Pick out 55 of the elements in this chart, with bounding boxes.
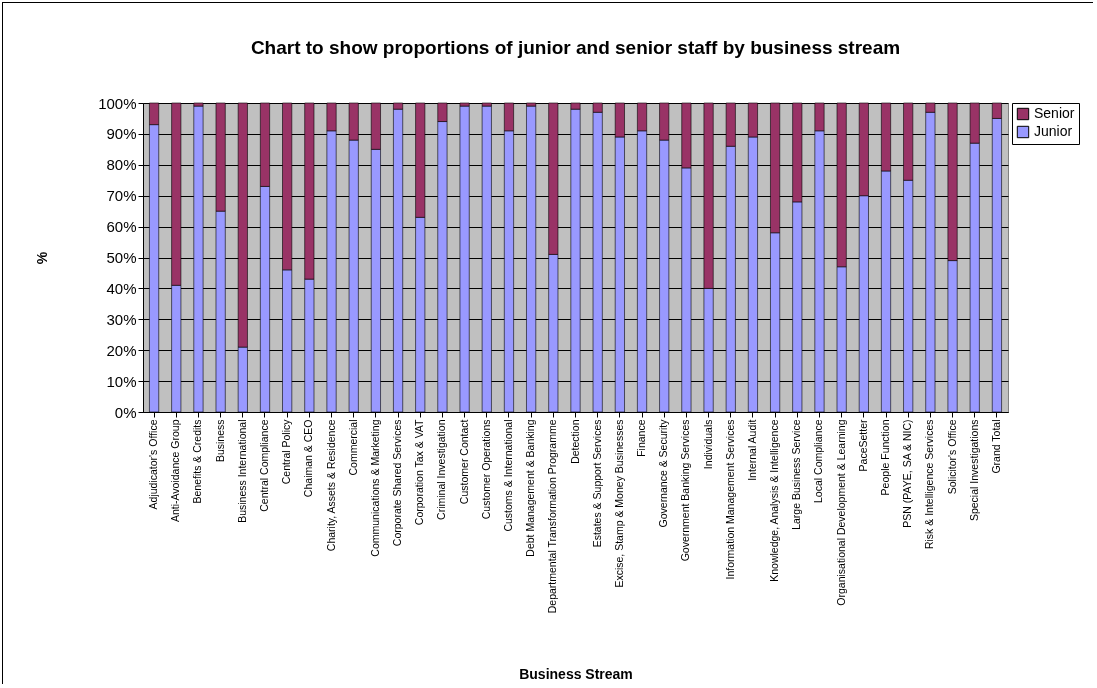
y-axis-title: % [34, 251, 51, 265]
x-tick-label: Anti-Avoidance Group [169, 419, 182, 523]
x-tick-label: Business International [235, 419, 248, 523]
x-tick-label: Information Management Services [723, 419, 736, 580]
x-tick-label: Central Policy [280, 418, 293, 485]
x-tick-label: Departmental Transformation Programme [546, 419, 559, 614]
x-tick-label: Knowledge, Analysis & Intelligence [768, 419, 781, 582]
x-tick-label: Government Banking Services [679, 419, 692, 562]
y-tick-label: 30% [106, 310, 137, 328]
x-tick-label: Central Compliance [257, 419, 270, 512]
y-tick-label: 20% [106, 341, 137, 359]
y-tick-label: 0% [114, 403, 137, 421]
x-tick-label: Debt Management & Banking [524, 419, 537, 557]
y-tick-label: 40% [106, 279, 137, 297]
y-tick-label: 10% [106, 372, 137, 390]
x-tick-label: Corporation Tax & VAT [413, 418, 426, 526]
y-tick-label: 50% [106, 249, 137, 266]
x-tick-label: Special Investigations [967, 419, 980, 522]
y-tick-label: 70% [106, 187, 137, 205]
x-tick-label: Charity, Assets & Residence [324, 419, 337, 552]
x-tick-label: Customer Operations [479, 419, 492, 520]
y-tick-label: 80% [106, 156, 137, 174]
x-axis-title: Business Stream [519, 665, 633, 682]
x-tick-label: Detection [568, 419, 581, 464]
x-tick-label: Adjudicator's Office [147, 419, 160, 510]
x-tick-label: Excise, Stamp & Money Businesses [612, 419, 625, 588]
x-tick-label: Benefits & Credits [191, 419, 204, 504]
x-tick-label: Business [213, 419, 226, 463]
x-tick-label: Commercial [346, 419, 359, 476]
x-tick-label: Communications & Marketing [368, 419, 381, 557]
x-tick-label: Local Compliance [812, 419, 825, 503]
x-tick-label: Risk & Intelligence Services [923, 419, 936, 550]
y-tick-label: 90% [106, 125, 137, 143]
chart-title: Chart to show proportions of junior and senior staff by business stream [250, 37, 901, 58]
x-tick-label: Large Business Service [790, 419, 803, 530]
x-tick-label: Internal Audit [745, 419, 758, 481]
x-tick-label: Solicitor's Office [945, 419, 958, 495]
x-tick-label: Finance [635, 419, 648, 457]
x-tick-label: Estates & Support Services [590, 419, 603, 548]
x-tick-label: Organisational Development & Learning [834, 419, 847, 606]
x-tick-label: People Function [879, 419, 892, 496]
x-tick-label: Customer Contact [457, 419, 470, 505]
y-tick-label: 100% [98, 94, 137, 112]
x-tick-label: Corporate Shared Services [391, 419, 404, 547]
x-tick-label: Chaiman & CEO [302, 419, 315, 498]
x-tick-label: Criminal Investigation [435, 419, 448, 520]
legend-label: Senior [1034, 105, 1075, 121]
x-tick-label: Individuals [701, 419, 714, 470]
legend-label: Junior [1034, 123, 1073, 139]
x-tick-label: PaceSetter [856, 419, 869, 472]
x-tick-label: PSN (PAYE, SA & NIC) [901, 419, 914, 528]
y-tick-label: 60% [106, 218, 137, 236]
x-tick-label: Grand Total [989, 419, 1002, 474]
x-tick-label: Governance & Security [657, 418, 670, 528]
x-tick-label: Customs & International [501, 419, 514, 532]
